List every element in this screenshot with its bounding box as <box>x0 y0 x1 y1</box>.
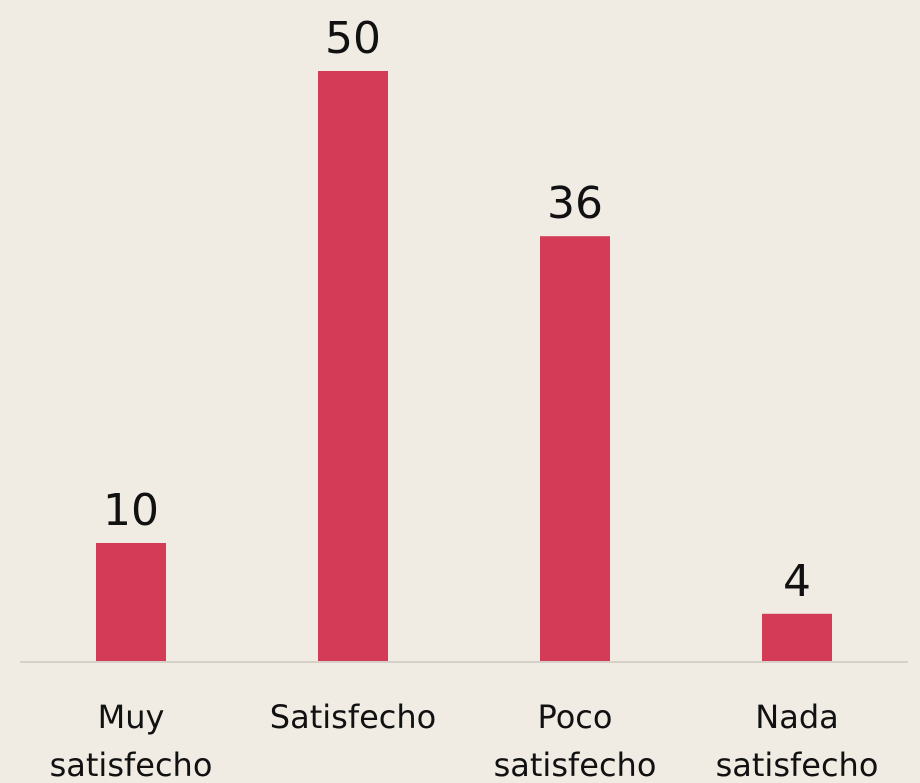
value-label: 50 <box>325 13 381 64</box>
value-label: 36 <box>547 178 603 229</box>
x-tick-label: Satisfecho <box>270 698 436 736</box>
value-label: 10 <box>103 485 159 536</box>
bar <box>318 71 388 661</box>
x-tick-label: Muy satisfecho <box>50 698 213 783</box>
x-tick-label: Poco satisfecho <box>494 698 657 783</box>
bar <box>96 543 166 661</box>
bar <box>762 613 832 661</box>
value-label: 4 <box>783 556 811 607</box>
bar <box>540 236 610 661</box>
x-tick-label: Nada satisfecho <box>716 698 879 783</box>
